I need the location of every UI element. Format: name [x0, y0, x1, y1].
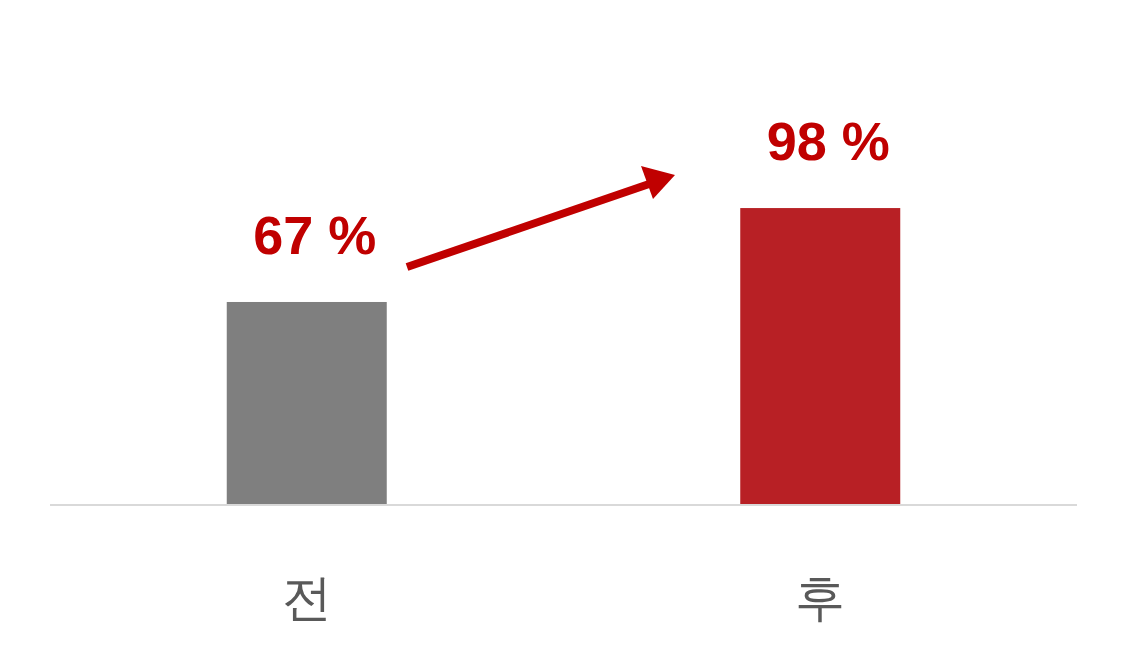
- chart: 67 % 98 % 전 후: [0, 0, 1127, 670]
- data-label: 98 %: [767, 111, 890, 171]
- data-label: 67 %: [253, 205, 376, 265]
- category-label: 후: [795, 569, 845, 627]
- baseline: [50, 504, 1077, 506]
- trend-arrow-line: [407, 183, 652, 267]
- trend-arrow-head: [641, 166, 675, 199]
- category-label: 전: [282, 569, 332, 627]
- bar: [740, 208, 900, 505]
- bar: [227, 302, 387, 505]
